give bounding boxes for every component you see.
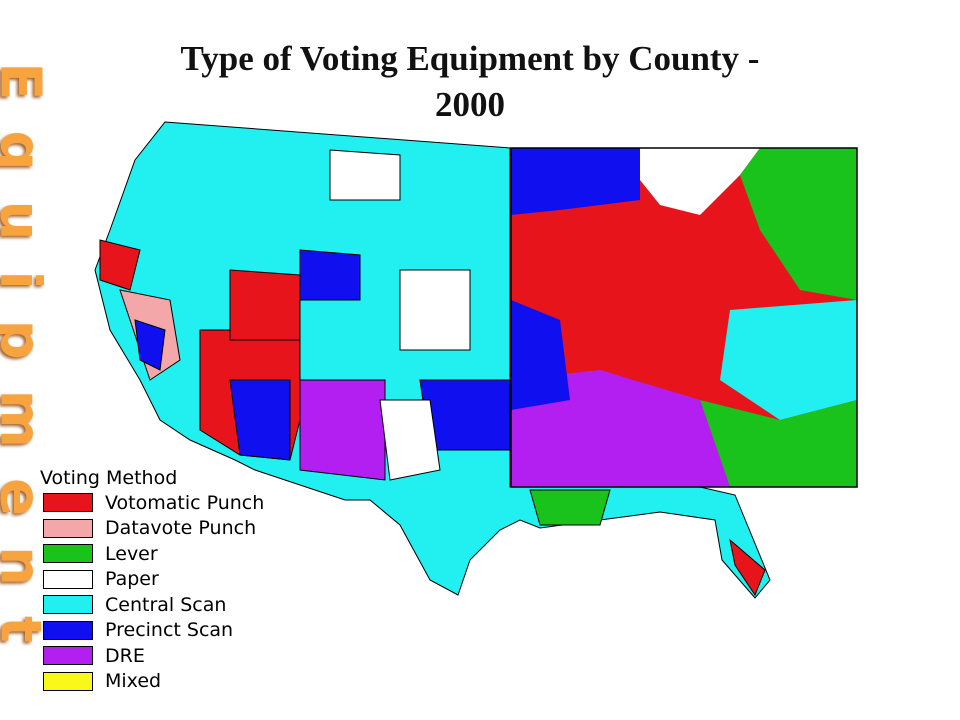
legend-label: Precinct Scan — [105, 619, 234, 642]
region — [379, 399, 441, 481]
legend-item: Mixed — [40, 669, 264, 695]
legend-label: Lever — [105, 542, 158, 565]
legend-swatch — [43, 646, 93, 666]
inset-region — [511, 148, 640, 215]
region — [229, 269, 301, 341]
region — [299, 249, 361, 301]
inset-region — [640, 148, 760, 215]
legend-label: Mixed — [105, 670, 162, 693]
legend-item: Precinct Scan — [40, 618, 264, 644]
legend-title: Voting Method — [40, 467, 178, 489]
inset-region — [511, 300, 570, 410]
legend-swatch — [43, 620, 93, 640]
legend-item: Paper — [40, 567, 264, 593]
legend-swatch — [43, 518, 93, 538]
region — [229, 379, 291, 461]
legend-swatch — [43, 569, 93, 589]
inset-region — [740, 148, 857, 300]
legend-label: Central Scan — [105, 593, 227, 616]
legend-swatch — [43, 544, 93, 564]
legend-swatch — [43, 671, 93, 691]
inset-map — [510, 147, 858, 488]
legend-label: DRE — [105, 644, 145, 667]
legend-swatch — [43, 493, 93, 513]
region — [134, 319, 166, 371]
region — [299, 379, 386, 481]
legend: Voting Method Votomatic Punch Datavote Pu… — [40, 466, 264, 694]
region — [729, 538, 766, 597]
legend-swatch — [43, 595, 93, 615]
us-map — [94, 121, 771, 599]
inset-region — [720, 300, 857, 420]
region — [399, 269, 471, 351]
legend-label: Paper — [105, 568, 159, 591]
legend-item: Votomatic Punch — [40, 490, 264, 516]
legend-item: Central Scan — [40, 592, 264, 618]
legend-item: DRE — [40, 643, 264, 669]
us-outline — [94, 121, 771, 599]
inset-region — [700, 400, 857, 487]
slide-title: Type of Voting Equipment by County - 200… — [180, 39, 760, 124]
region — [99, 239, 141, 291]
legend-item: Lever — [40, 541, 264, 567]
inset-border — [510, 147, 858, 488]
region — [329, 149, 401, 201]
region — [529, 489, 611, 526]
legend-label: Datavote Punch — [105, 517, 257, 540]
legend-label: Votomatic Punch — [105, 491, 265, 514]
legend-item: Datavote Punch — [40, 516, 264, 542]
